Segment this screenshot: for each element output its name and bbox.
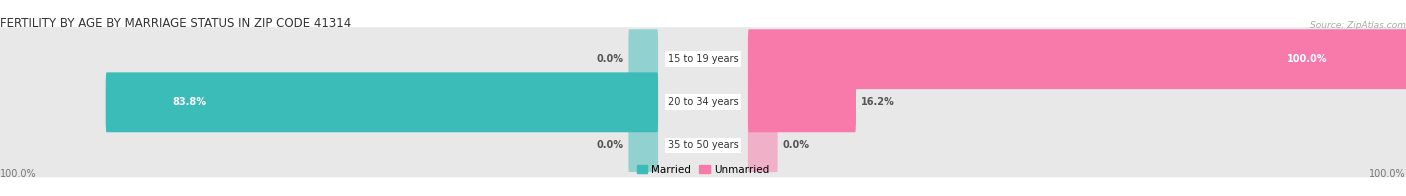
Text: FERTILITY BY AGE BY MARRIAGE STATUS IN ZIP CODE 41314: FERTILITY BY AGE BY MARRIAGE STATUS IN Z…: [0, 17, 352, 30]
Text: 100.0%: 100.0%: [0, 169, 37, 179]
FancyBboxPatch shape: [748, 115, 778, 175]
Text: Source: ZipAtlas.com: Source: ZipAtlas.com: [1310, 21, 1406, 30]
FancyBboxPatch shape: [105, 72, 658, 132]
Text: 0.0%: 0.0%: [596, 140, 624, 150]
FancyBboxPatch shape: [0, 70, 1406, 134]
Legend: Married, Unmarried: Married, Unmarried: [637, 165, 769, 175]
Text: 100.0%: 100.0%: [1369, 169, 1406, 179]
FancyBboxPatch shape: [748, 29, 1406, 89]
Text: 0.0%: 0.0%: [782, 140, 810, 150]
FancyBboxPatch shape: [0, 129, 1406, 162]
Text: 100.0%: 100.0%: [1286, 54, 1327, 64]
Text: 20 to 34 years: 20 to 34 years: [668, 97, 738, 107]
FancyBboxPatch shape: [628, 29, 658, 89]
FancyBboxPatch shape: [0, 43, 1406, 76]
FancyBboxPatch shape: [0, 113, 1406, 177]
Text: 0.0%: 0.0%: [596, 54, 624, 64]
Text: 35 to 50 years: 35 to 50 years: [668, 140, 738, 150]
FancyBboxPatch shape: [748, 72, 856, 132]
FancyBboxPatch shape: [0, 86, 1406, 119]
FancyBboxPatch shape: [0, 27, 1406, 91]
Text: 83.8%: 83.8%: [173, 97, 207, 107]
Text: 15 to 19 years: 15 to 19 years: [668, 54, 738, 64]
Text: 16.2%: 16.2%: [860, 97, 894, 107]
FancyBboxPatch shape: [628, 115, 658, 175]
